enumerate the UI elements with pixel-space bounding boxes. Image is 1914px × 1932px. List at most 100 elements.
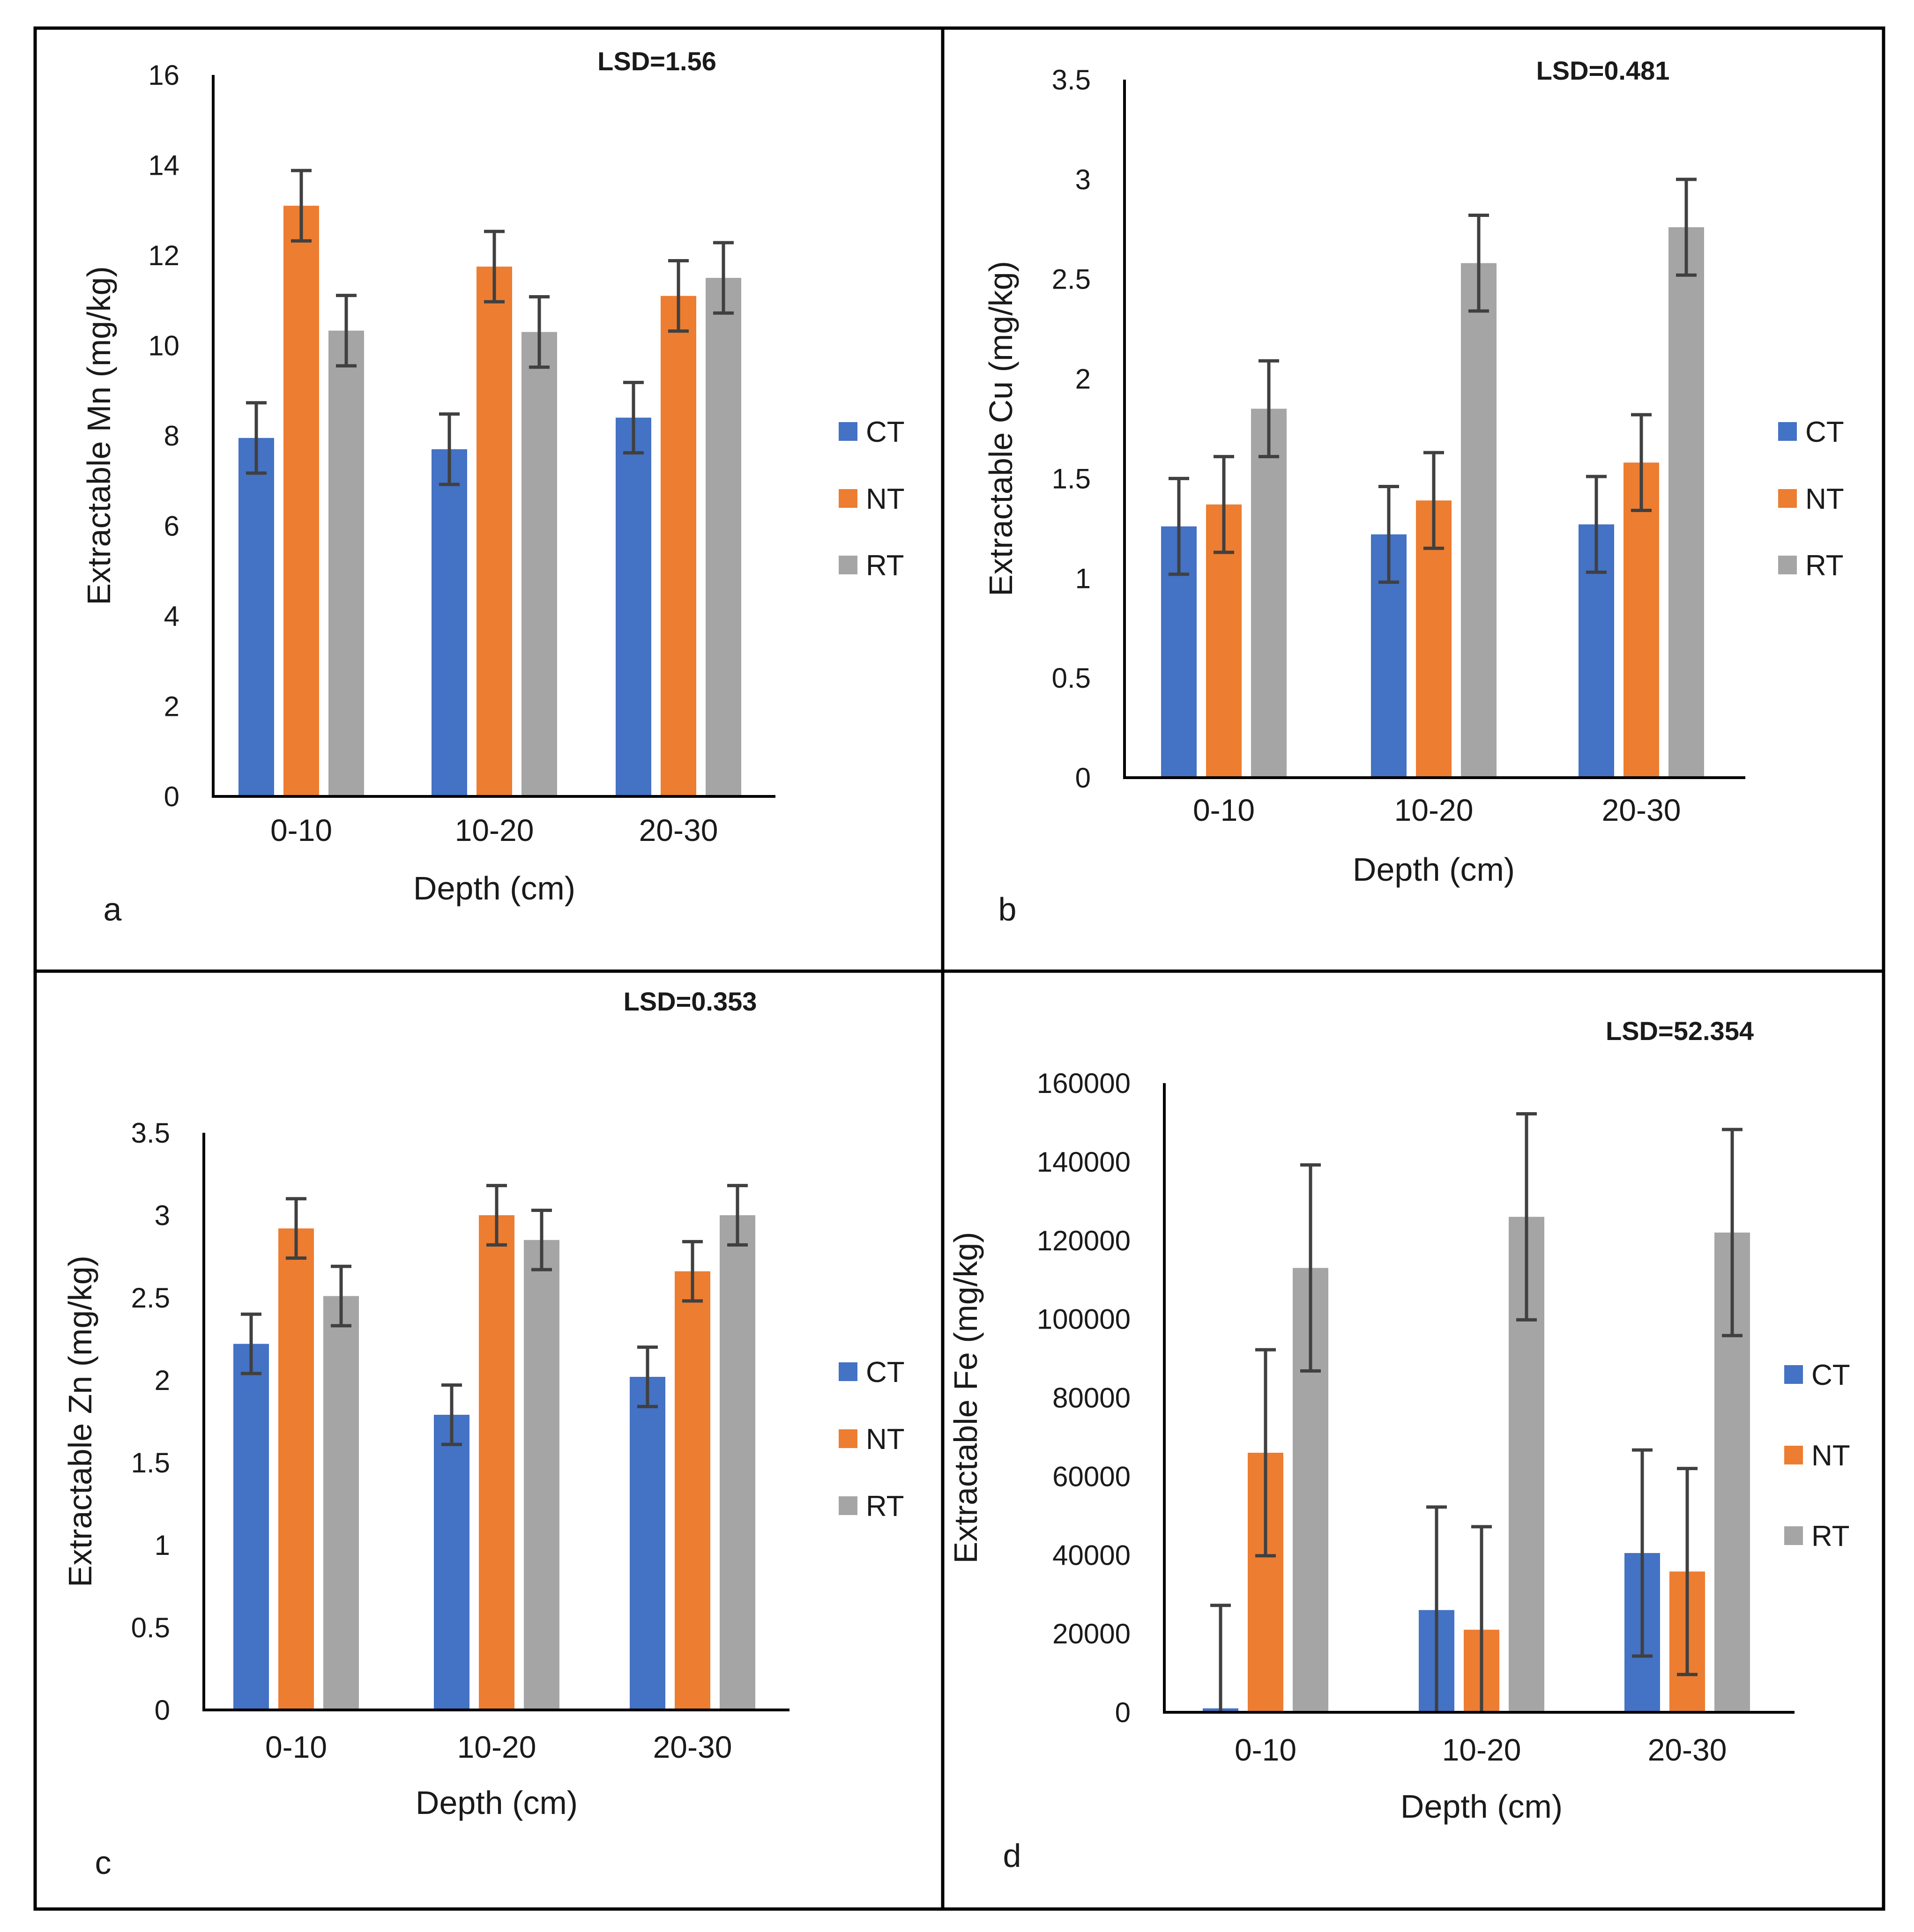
error-bar-nt-0-10	[291, 169, 312, 243]
bar-ct-0-10	[238, 438, 274, 796]
x-tick-label: 20-30	[1648, 1732, 1727, 1767]
y-tick-label: 0	[1115, 1697, 1131, 1728]
y-tick-label: 16	[148, 59, 179, 91]
x-tick-label: 20-30	[639, 813, 718, 847]
legend-swatch-ct	[839, 1362, 857, 1381]
bar-ct-0-10	[233, 1344, 269, 1710]
legend-label-rt: RT	[1805, 550, 1844, 582]
legend-label-ct: CT	[866, 416, 905, 448]
legend-label-nt: NT	[866, 1423, 905, 1456]
error-bar-rt-20-30	[1676, 178, 1697, 277]
legend-label-nt: NT	[1811, 1440, 1850, 1472]
y-tick-label: 4	[164, 601, 179, 632]
y-tick-label: 1	[155, 1530, 170, 1561]
bar-nt-10-20	[477, 267, 512, 796]
x-axis-title: Depth (cm)	[413, 870, 575, 907]
x-tick-label: 10-20	[457, 1730, 536, 1764]
y-tick-label: 80000	[1052, 1382, 1131, 1414]
error-bar-rt-0-10	[331, 1264, 351, 1328]
y-tick-label: 0	[155, 1694, 170, 1726]
y-tick-label: 20000	[1052, 1618, 1131, 1650]
error-bar-rt-10-20	[529, 295, 550, 369]
legend-swatch-rt	[1778, 556, 1797, 574]
x-tick-label: 10-20	[455, 813, 534, 847]
bar-rt-0-10	[323, 1296, 359, 1710]
y-tick-label: 40000	[1052, 1539, 1131, 1571]
outer-frame	[33, 26, 1885, 1911]
error-bar-ct-20-30	[623, 380, 644, 455]
bar-rt-20-30	[1668, 227, 1704, 778]
y-tick-label: 14	[148, 150, 179, 181]
legend: CT NT RT	[839, 1356, 905, 1523]
y-tick-label: 6	[164, 511, 179, 542]
legend-swatch-nt	[839, 489, 857, 508]
error-bar-ct-0-10	[246, 401, 267, 475]
x-tick-label: 20-30	[1602, 793, 1681, 827]
error-bar-nt-10-20	[1471, 1525, 1492, 1712]
y-tick-label: 3.5	[131, 1117, 170, 1149]
lsd-annotation: LSD=0.353	[624, 987, 757, 1016]
error-bar-rt-10-20	[1468, 213, 1489, 313]
error-bar-rt-10-20	[531, 1208, 552, 1271]
error-bar-rt-20-30	[713, 241, 734, 315]
legend-label-rt: RT	[866, 550, 904, 582]
chart-panel-c: 0 0.5 1 1.5 2 2.5 3 3.5 0-10 10-20 20-30 Depth (cm)…	[62, 987, 905, 1881]
error-bar-nt-10-20	[486, 1184, 507, 1247]
bar-nt-20-30	[1624, 462, 1659, 778]
error-bar-ct-10-20	[441, 1383, 462, 1446]
bar-rt-20-30	[720, 1215, 755, 1710]
y-tick-label: 160000	[1037, 1068, 1131, 1099]
error-bar-rt-0-10	[336, 294, 357, 368]
x-tick-label: 0-10	[265, 1730, 327, 1764]
bar-nt-20-30	[675, 1271, 710, 1710]
y-tick-label: 100000	[1037, 1304, 1131, 1335]
bar-rt-0-10	[1251, 409, 1287, 778]
y-tick-label: 2.5	[131, 1282, 170, 1314]
error-bar-ct-0-10	[1169, 476, 1189, 576]
legend-label-ct: CT	[866, 1356, 905, 1389]
error-bar-ct-0-10	[1210, 1604, 1231, 1712]
error-bar-rt-20-30	[1722, 1128, 1743, 1338]
error-bar-nt-20-30	[1677, 1467, 1698, 1676]
error-bar-rt-10-20	[1516, 1112, 1537, 1322]
lsd-annotation: LSD=1.56	[597, 46, 716, 76]
x-tick-label: 10-20	[1394, 793, 1474, 827]
legend-label-nt: NT	[866, 483, 905, 515]
y-tick-label: 120000	[1037, 1225, 1131, 1256]
legend-swatch-nt	[1778, 489, 1797, 508]
error-bar-ct-0-10	[241, 1312, 261, 1375]
y-axis-title: Extractable Cu (mg/kg)	[983, 261, 1019, 596]
legend: CT NT RT	[1784, 1359, 1850, 1553]
chart-panel-d: 0 20000 40000 60000 80000 100000 120000 140000 1…	[947, 1016, 1850, 1874]
bar-ct-10-20	[434, 1414, 469, 1710]
y-tick-label: 2.5	[1052, 264, 1091, 295]
chart-panel-a: 0 2 4 6 8 10 12 14 16 0-10 10-20 20-30 Depth (cm) Ext…	[81, 46, 905, 928]
legend-swatch-nt	[839, 1429, 857, 1448]
x-tick-label: 0-10	[1235, 1732, 1296, 1767]
y-tick-label: 60000	[1052, 1461, 1131, 1492]
x-axis-title: Depth (cm)	[1353, 851, 1515, 888]
error-bar-ct-20-30	[1632, 1448, 1653, 1658]
error-bar-nt-10-20	[484, 230, 505, 304]
y-tick-label: 140000	[1037, 1146, 1131, 1178]
panel-letter: b	[998, 891, 1017, 928]
bar-rt-0-10	[328, 330, 364, 796]
y-tick-label: 2	[1075, 364, 1091, 395]
bar-nt-0-10	[278, 1228, 314, 1710]
panel-letter: a	[104, 891, 122, 928]
error-bar-ct-10-20	[1378, 484, 1399, 584]
bar-ct-20-30	[616, 417, 651, 796]
y-tick-label: 3	[1075, 164, 1091, 195]
panel-letter: d	[1003, 1837, 1021, 1874]
y-tick-label: 12	[148, 240, 179, 271]
y-tick-label: 2	[164, 691, 179, 722]
legend: CT NT RT	[839, 416, 905, 582]
x-tick-label: 0-10	[1193, 793, 1255, 827]
y-tick-label: 0.5	[1052, 662, 1091, 694]
bar-rt-20-30	[706, 278, 741, 796]
error-bar-rt-0-10	[1259, 359, 1279, 459]
legend-label-rt: RT	[1811, 1520, 1850, 1553]
bar-rt-10-20	[521, 332, 557, 796]
x-tick-label: 0-10	[270, 813, 332, 847]
legend-swatch-rt	[839, 556, 857, 574]
